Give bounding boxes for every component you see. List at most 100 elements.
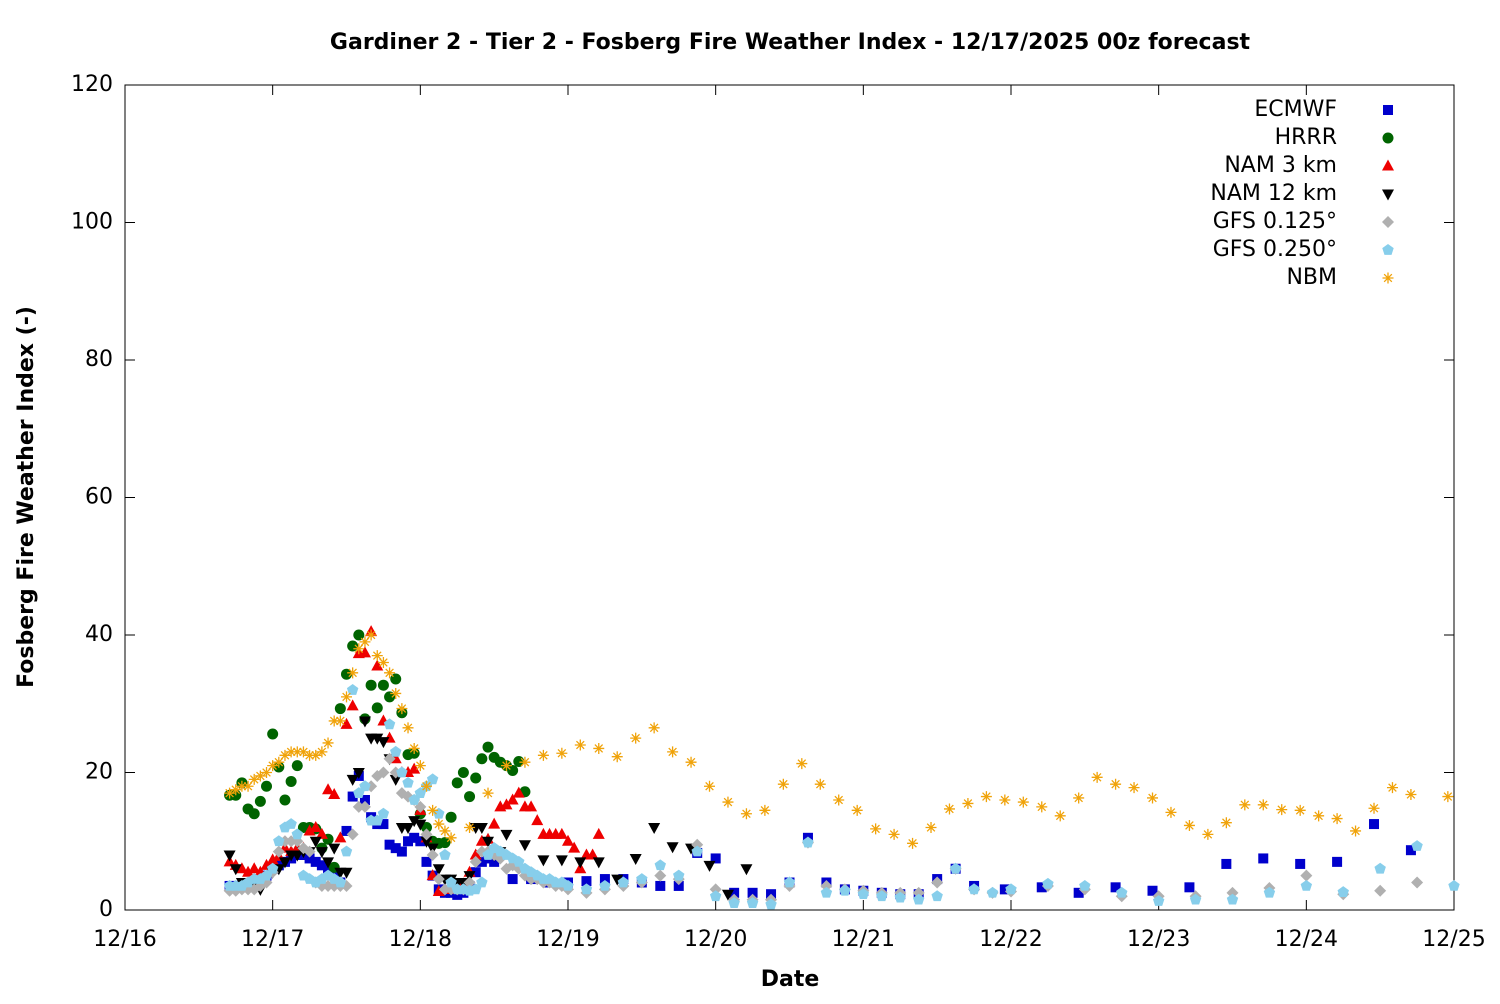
point xyxy=(507,874,518,885)
point xyxy=(223,850,236,862)
point xyxy=(377,679,389,691)
point xyxy=(267,760,279,772)
point xyxy=(704,780,716,792)
point xyxy=(451,777,463,789)
point xyxy=(962,797,974,809)
point xyxy=(691,838,704,851)
point xyxy=(1110,778,1122,790)
point xyxy=(1337,886,1349,897)
point xyxy=(334,703,346,715)
point xyxy=(655,880,666,891)
x-tick-label: 12/21 xyxy=(832,927,895,952)
x-tick-label: 12/25 xyxy=(1422,927,1485,952)
point xyxy=(1374,862,1386,874)
point xyxy=(562,879,574,891)
point xyxy=(352,800,365,813)
point xyxy=(390,745,402,757)
point xyxy=(820,886,833,898)
point xyxy=(673,880,684,891)
point xyxy=(1147,792,1159,804)
point xyxy=(740,808,752,820)
point xyxy=(346,684,359,695)
point xyxy=(1386,782,1398,794)
point xyxy=(384,667,396,679)
x-tick-label: 12/18 xyxy=(389,927,452,952)
point xyxy=(322,737,334,749)
point xyxy=(802,836,814,848)
point xyxy=(340,717,353,729)
x-axis-label: Date xyxy=(761,967,820,992)
point xyxy=(426,773,439,785)
point xyxy=(1152,895,1165,906)
x-tick-label: 12/24 xyxy=(1275,927,1338,952)
point xyxy=(303,845,316,858)
point xyxy=(408,762,421,774)
point xyxy=(1257,799,1269,811)
point xyxy=(555,855,568,867)
point xyxy=(1017,796,1029,808)
point xyxy=(592,857,605,869)
point xyxy=(986,886,999,898)
point xyxy=(322,857,335,869)
point xyxy=(1442,791,1454,803)
point xyxy=(347,791,358,802)
point xyxy=(304,749,316,761)
point xyxy=(340,845,353,857)
point xyxy=(408,742,420,754)
point xyxy=(1300,869,1313,882)
point xyxy=(1091,771,1103,783)
point xyxy=(599,879,611,891)
point xyxy=(359,636,371,648)
point xyxy=(248,773,260,785)
point xyxy=(512,786,525,798)
point xyxy=(537,855,550,867)
point xyxy=(1226,886,1239,899)
point xyxy=(931,876,944,889)
y-axis-label: Fosberg Fire Weather Index (-) xyxy=(14,306,39,688)
legend-label: GFS 0.250° xyxy=(1213,237,1337,262)
point xyxy=(415,836,426,847)
point xyxy=(309,821,322,832)
point xyxy=(783,876,796,888)
point xyxy=(894,891,906,903)
point xyxy=(254,770,266,782)
point xyxy=(1405,789,1417,800)
point xyxy=(1263,886,1276,898)
point xyxy=(341,691,352,703)
point xyxy=(267,728,279,740)
y-tick-label: 80 xyxy=(85,347,113,372)
point xyxy=(519,756,531,768)
legend-label: NAM 3 km xyxy=(1224,153,1337,178)
point xyxy=(285,818,297,829)
point xyxy=(420,780,432,792)
point xyxy=(359,780,371,792)
point xyxy=(1226,893,1239,905)
point xyxy=(759,804,771,816)
point xyxy=(740,864,753,876)
point xyxy=(347,667,359,679)
point xyxy=(420,836,433,848)
point xyxy=(1036,801,1048,813)
point xyxy=(746,897,759,908)
point xyxy=(857,888,870,900)
point xyxy=(729,887,740,898)
point xyxy=(470,867,481,878)
point xyxy=(334,715,346,727)
point xyxy=(870,823,882,835)
point xyxy=(654,869,667,882)
point xyxy=(254,795,266,807)
y-tick-label: 0 xyxy=(99,897,113,922)
point xyxy=(586,848,599,860)
legend-marker xyxy=(1382,272,1394,284)
point xyxy=(359,795,370,805)
legend-label: HRRR xyxy=(1275,125,1337,150)
y-tick-label: 40 xyxy=(85,622,113,647)
point xyxy=(507,764,519,776)
point xyxy=(592,827,605,839)
point xyxy=(334,876,347,888)
legend-marker xyxy=(1382,132,1394,144)
point xyxy=(476,856,487,867)
point xyxy=(371,702,383,714)
point xyxy=(322,783,335,795)
point xyxy=(445,876,457,888)
